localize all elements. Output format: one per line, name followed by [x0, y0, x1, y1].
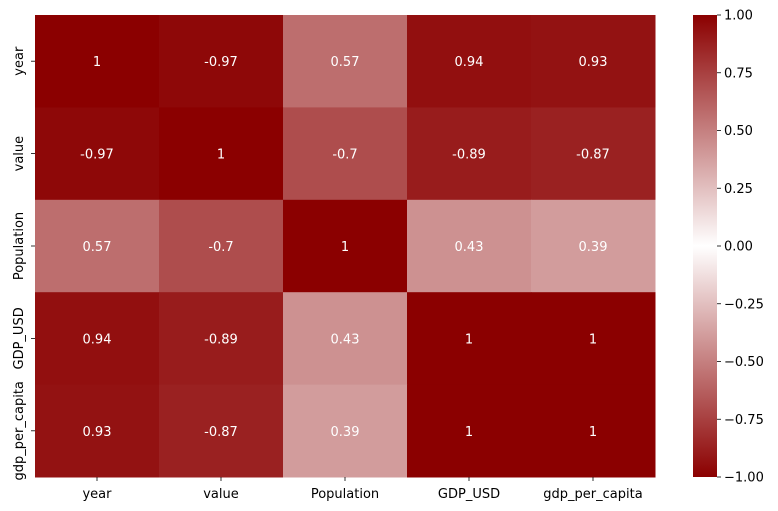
heatmap-cell-population-value — [159, 199, 284, 293]
x-tick-label-year: year — [82, 487, 112, 502]
heatmap-cell-gdp-per-capita-gdp-per-capita — [531, 384, 656, 478]
heatmap-cell-value-year — [35, 107, 160, 201]
heatmap-cell-year-gdp-usd — [407, 15, 532, 108]
cell-label: -0.89 — [204, 332, 238, 347]
colorbar-tick-label: 0.00 — [724, 240, 753, 255]
y-tick-label-value: value — [12, 136, 27, 172]
colorbar-tick-label: 0.75 — [724, 66, 753, 81]
x-tick-label-value: value — [203, 487, 239, 502]
heatmap-cell-gdp-per-capita-year — [35, 384, 160, 478]
heatmap-cell-year-gdp-per-capita — [531, 15, 656, 108]
cell-label: 1 — [589, 332, 597, 347]
x-axis: year value Population GDP_USD gdp_per_capita — [82, 477, 643, 502]
y-tick-label-year: year — [12, 46, 27, 76]
heatmap-cell-population-gdp-usd — [407, 199, 532, 293]
heatmap-cell-year-year — [35, 15, 160, 108]
cell-label: 0.57 — [331, 55, 360, 70]
cell-label: -0.7 — [332, 148, 357, 163]
cell-label: 0.93 — [579, 55, 608, 70]
y-tick-label-population: Population — [12, 212, 27, 280]
heatmap-cell-gdp-usd-gdp-usd — [407, 292, 532, 386]
x-tick-label-gdp-usd: GDP_USD — [438, 487, 500, 502]
cell-label: -0.89 — [452, 148, 486, 163]
cell-label: 1 — [465, 332, 473, 347]
colorbar: 1.00 0.75 0.50 0.25 0.00 −0.25 −0.50 −0.75 −1.00 — [693, 9, 764, 486]
heatmap-cell-gdp-usd-year — [35, 292, 160, 386]
heatmap-cell-gdp-usd-value — [159, 292, 284, 386]
heatmap-cell-population-population — [283, 199, 408, 293]
heatmap-cell-value-population — [283, 107, 408, 201]
heatmap-cells — [35, 15, 656, 478]
colorbar-gradient — [693, 15, 717, 477]
heatmap-cell-year-value — [159, 15, 284, 108]
x-tick-label-population: Population — [311, 487, 379, 502]
y-tick-label-gdp-usd: GDP_USD — [12, 307, 27, 369]
colorbar-tick-label: 0.50 — [724, 124, 753, 139]
heatmap-cell-value-gdp-per-capita — [531, 107, 656, 201]
heatmap-cell-gdp-per-capita-gdp-usd — [407, 384, 532, 478]
heatmap-cell-population-gdp-per-capita — [531, 199, 656, 293]
heatmap-cell-population-year — [35, 199, 160, 293]
heatmap-cell-gdp-per-capita-value — [159, 384, 284, 478]
colorbar-tick-label: −0.50 — [724, 355, 764, 370]
cell-label: 1 — [589, 425, 597, 440]
colorbar-tick-label: −0.75 — [724, 413, 764, 428]
colorbar-tick-label: 1.00 — [724, 9, 753, 24]
cell-label: 0.43 — [455, 240, 484, 255]
cell-label: 0.43 — [331, 332, 360, 347]
heatmap-cell-gdp-usd-gdp-per-capita — [531, 292, 656, 386]
cell-label: 0.94 — [455, 55, 484, 70]
heatmap-cell-value-value — [159, 107, 284, 201]
cell-label: 1 — [93, 55, 101, 70]
cell-label: 0.93 — [83, 425, 112, 440]
cell-label: 0.94 — [83, 332, 112, 347]
cell-label: 0.39 — [331, 425, 360, 440]
cell-label: 1 — [465, 425, 473, 440]
heatmap-cell-gdp-per-capita-population — [283, 384, 408, 478]
y-tick-label-gdp-per-capita: gdp_per_capita — [12, 381, 27, 480]
y-axis: year value Population GDP_USD gdp_per_capita — [12, 46, 35, 481]
cell-label: -0.87 — [576, 148, 610, 163]
heatmap-cell-labels: 1 -0.97 0.57 0.94 0.93 -0.97 1 -0.7 -0.89 -0.87 0.… — [80, 55, 610, 440]
cell-label: -0.97 — [204, 55, 238, 70]
x-tick-label-gdp-per-capita: gdp_per_capita — [543, 487, 642, 502]
cell-label: -0.97 — [80, 148, 114, 163]
heatmap-cell-year-population — [283, 15, 408, 108]
cell-label: 0.57 — [83, 240, 112, 255]
cell-label: -0.87 — [204, 425, 238, 440]
colorbar-tick-label: 0.25 — [724, 182, 753, 197]
heatmap-cell-gdp-usd-population — [283, 292, 408, 386]
heatmap-cell-value-gdp-usd — [407, 107, 532, 201]
cell-label: 0.39 — [579, 240, 608, 255]
colorbar-tick-label: −1.00 — [724, 471, 764, 486]
cell-label: 1 — [341, 240, 349, 255]
cell-label: 1 — [217, 148, 225, 163]
colorbar-tick-label: −0.25 — [724, 297, 764, 312]
cell-label: -0.7 — [208, 240, 233, 255]
